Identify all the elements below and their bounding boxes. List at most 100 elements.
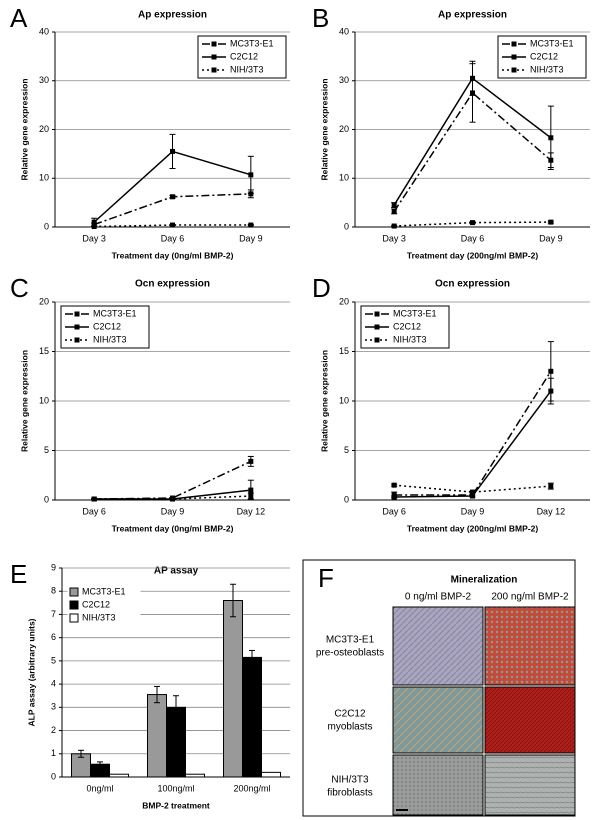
micrograph	[484, 686, 576, 754]
chart-title: Ocn expression	[435, 279, 510, 290]
legend-marker	[511, 54, 517, 60]
x-axis-label: BMP-2 treatment	[142, 800, 210, 810]
legend-label: MC3T3-E1	[82, 586, 126, 596]
legend-marker	[374, 324, 380, 330]
y-tick-label: 10	[39, 173, 49, 183]
column-header: 0 ng/ml BMP-2	[405, 592, 472, 603]
legend-swatch	[69, 600, 79, 610]
legend-marker	[211, 67, 217, 73]
point-marker	[391, 223, 397, 229]
x-tick-label: Day 9	[161, 506, 185, 516]
y-tick-label: 8	[51, 586, 56, 596]
y-tick-label: 0	[44, 221, 49, 231]
y-tick-label: 15	[339, 346, 349, 356]
legend-box	[67, 583, 141, 627]
chart-title: Ap expression	[438, 10, 507, 21]
bar	[185, 773, 205, 778]
micrograph	[392, 606, 484, 686]
y-tick-label: 40	[39, 26, 49, 36]
x-tick-label: 0ng/ml	[86, 783, 113, 793]
legend-label: NIH/3T3	[230, 64, 264, 74]
point-marker	[248, 487, 254, 493]
y-tick-label: 7	[51, 609, 56, 619]
point-marker	[548, 483, 554, 489]
x-tick-label: Day 9	[239, 233, 263, 243]
legend-marker	[374, 337, 380, 343]
x-tick-label: 100ng/ml	[157, 783, 194, 793]
legend-marker	[74, 311, 80, 317]
point-marker	[248, 222, 254, 228]
bar	[147, 694, 167, 778]
point-marker	[391, 494, 397, 500]
y-tick-label: 30	[339, 75, 349, 85]
x-axis-label: Treatment day (0ng/ml BMP-2)	[112, 523, 234, 533]
y-tick-label: 20	[39, 124, 49, 134]
series-line	[394, 390, 552, 498]
point-marker	[470, 493, 475, 499]
x-tick-label: Day 9	[539, 233, 563, 243]
panel-letter: C	[10, 273, 29, 303]
row-label: pre-osteoblasts	[316, 648, 384, 659]
series-line	[94, 495, 251, 500]
y-tick-label: 4	[51, 678, 56, 688]
legend-swatch	[69, 613, 79, 623]
legend-label: C2C12	[230, 51, 258, 61]
point-marker	[470, 489, 475, 495]
legend-marker	[374, 311, 380, 317]
y-tick-label: 5	[344, 445, 349, 455]
x-tick-label: Day 6	[461, 233, 485, 243]
series-line	[94, 224, 251, 228]
y-axis-label: Relative gene expression	[19, 78, 29, 180]
y-tick-label: 9	[51, 562, 56, 572]
x-axis-label: Treatment day (200ng/ml BMP-2)	[407, 250, 538, 260]
point-marker	[248, 458, 254, 464]
legend-label: C2C12	[393, 321, 421, 331]
legend-label: NIH/3T3	[393, 334, 427, 344]
point-marker	[170, 194, 175, 200]
y-axis-label: Relative gene expression	[319, 78, 329, 180]
point-marker	[91, 496, 97, 502]
legend-label: MC3T3-E1	[230, 38, 274, 48]
x-tick-label: Day 6	[382, 506, 406, 516]
legend-label: C2C12	[82, 599, 110, 609]
y-tick-label: 30	[39, 75, 49, 85]
y-tick-label: 3	[51, 702, 56, 712]
chart-title: Ap expression	[138, 10, 207, 21]
legend-marker	[211, 54, 217, 60]
legend-swatch	[69, 587, 79, 597]
series-line	[394, 221, 551, 227]
legend-marker	[211, 41, 217, 47]
legend-label: NIH/3T3	[93, 334, 127, 344]
point-marker	[170, 496, 175, 502]
y-axis-label: ALP assay (arbitrary units)	[26, 618, 36, 726]
point-marker	[470, 220, 475, 226]
x-axis-label: Treatment day (200ng/ml BMP-2)	[407, 523, 538, 533]
y-tick-label: 10	[339, 173, 349, 183]
column-header: 200 ng/ml BMP-2	[491, 592, 569, 603]
y-tick-label: 1	[51, 748, 56, 758]
panel-letter: D	[312, 273, 331, 303]
legend-marker	[74, 337, 80, 343]
bar	[242, 656, 262, 778]
y-axis-label: Relative gene expression	[19, 350, 29, 452]
x-axis-label: Treatment day (0ng/ml BMP-2)	[112, 250, 234, 260]
panel-letter: A	[10, 3, 28, 33]
x-tick-label: Day 3	[382, 233, 406, 243]
x-tick-label: Day 3	[82, 233, 106, 243]
x-tick-label: Day 12	[237, 506, 266, 516]
y-tick-label: 20	[339, 296, 349, 306]
y-axis-label: Relative gene expression	[319, 350, 329, 452]
panel-letter: B	[312, 3, 329, 33]
point-marker	[548, 388, 554, 394]
chart-title: AP assay	[154, 566, 199, 577]
point-marker	[91, 219, 97, 225]
legend-label: MC3T3-E1	[393, 308, 437, 318]
panel-title: Mineralization	[451, 575, 518, 586]
legend-label: C2C12	[530, 51, 558, 61]
point-marker	[548, 135, 554, 141]
series-line	[394, 370, 552, 496]
series-line	[394, 484, 551, 493]
row-label: myoblasts	[327, 722, 372, 733]
bar	[223, 600, 243, 778]
